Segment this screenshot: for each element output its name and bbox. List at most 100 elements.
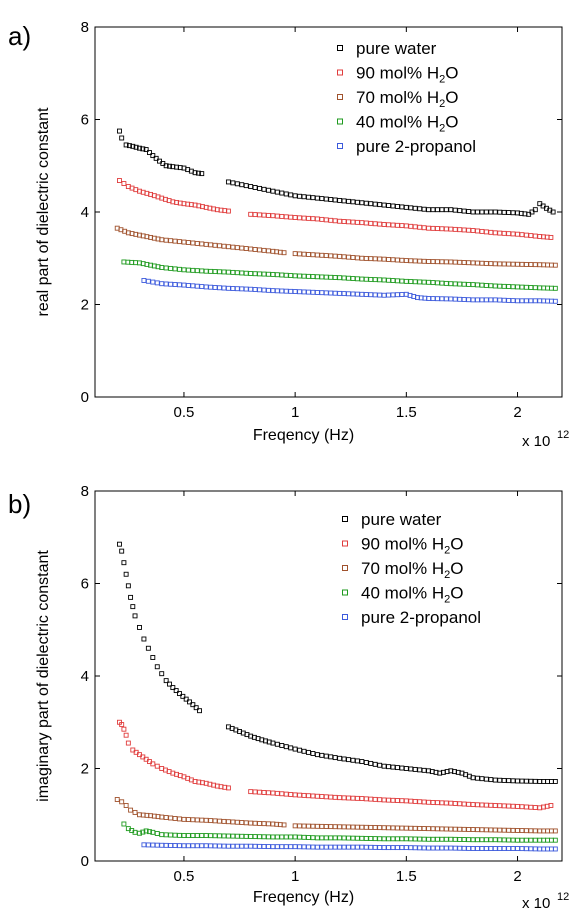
data-point bbox=[248, 271, 254, 276]
data-point bbox=[528, 804, 534, 810]
data-point bbox=[417, 836, 423, 842]
data-point bbox=[257, 287, 263, 293]
data-point bbox=[212, 285, 218, 290]
data-point bbox=[412, 766, 418, 772]
data-point bbox=[337, 290, 343, 296]
data-point bbox=[412, 845, 418, 851]
data-point bbox=[123, 803, 129, 808]
data-point bbox=[328, 844, 334, 850]
data-point bbox=[125, 583, 131, 589]
data-point bbox=[501, 297, 507, 303]
data-point bbox=[368, 796, 374, 802]
data-point bbox=[506, 231, 512, 237]
data-point bbox=[506, 297, 512, 303]
data-point bbox=[257, 247, 263, 253]
data-point bbox=[314, 793, 320, 799]
data-point bbox=[354, 276, 360, 282]
data-point bbox=[252, 843, 258, 849]
data-point bbox=[257, 271, 263, 277]
data-point bbox=[137, 624, 142, 630]
data-point bbox=[248, 820, 254, 826]
data-point bbox=[181, 843, 187, 849]
data-point bbox=[194, 240, 200, 246]
data-point bbox=[163, 815, 169, 820]
data-point bbox=[252, 789, 258, 795]
data-point bbox=[185, 817, 191, 823]
data-point bbox=[306, 749, 311, 755]
data-point bbox=[435, 226, 440, 232]
data-point bbox=[180, 693, 186, 699]
data-point bbox=[439, 259, 445, 265]
data-point bbox=[190, 283, 196, 289]
data-point bbox=[377, 292, 383, 298]
data-point bbox=[154, 842, 160, 848]
data-point bbox=[199, 241, 205, 247]
data-point bbox=[541, 262, 547, 268]
data-point bbox=[532, 805, 538, 810]
data-point bbox=[408, 205, 414, 211]
x-axis-label: Freqency (Hz) bbox=[253, 427, 354, 444]
data-point bbox=[225, 843, 231, 849]
data-point bbox=[532, 285, 538, 291]
data-point bbox=[363, 760, 369, 765]
data-point bbox=[129, 259, 135, 265]
data-point bbox=[145, 278, 151, 284]
data-point bbox=[328, 217, 334, 223]
data-point bbox=[350, 835, 356, 841]
data-point bbox=[461, 801, 467, 807]
y-tick-label: 4 bbox=[81, 668, 89, 685]
data-point bbox=[537, 262, 543, 268]
data-point bbox=[386, 845, 391, 851]
data-point bbox=[199, 171, 205, 177]
data-point bbox=[439, 826, 445, 832]
data-point bbox=[528, 233, 534, 239]
data-point bbox=[519, 837, 525, 843]
data-point bbox=[283, 288, 289, 294]
data-point bbox=[510, 298, 516, 304]
data-point bbox=[261, 212, 267, 218]
data-point bbox=[203, 284, 209, 290]
data-point bbox=[257, 843, 263, 849]
data-point bbox=[314, 844, 320, 850]
y-tick-label: 2 bbox=[81, 761, 89, 778]
data-point bbox=[528, 298, 534, 304]
data-point bbox=[363, 824, 369, 830]
data-point bbox=[323, 794, 329, 800]
x-tick-label: 1.5 bbox=[396, 404, 417, 421]
data-point bbox=[199, 843, 205, 849]
data-point bbox=[283, 214, 289, 220]
data-point bbox=[279, 190, 285, 196]
data-point bbox=[288, 273, 294, 278]
data-point bbox=[225, 819, 231, 825]
data-point bbox=[328, 754, 334, 760]
data-point bbox=[386, 825, 391, 831]
legend-marker bbox=[342, 565, 348, 571]
data-point bbox=[283, 744, 289, 750]
data-point bbox=[181, 833, 187, 839]
series-70-mol-h2o bbox=[114, 797, 558, 834]
data-point bbox=[426, 799, 432, 805]
data-point bbox=[466, 297, 472, 303]
data-point bbox=[181, 282, 187, 288]
data-point bbox=[266, 271, 271, 277]
data-point bbox=[346, 291, 351, 297]
data-point bbox=[297, 289, 303, 295]
data-point bbox=[501, 230, 507, 236]
data-point bbox=[119, 548, 125, 554]
data-point bbox=[145, 842, 151, 848]
data-point bbox=[314, 252, 320, 258]
data-point bbox=[501, 261, 507, 267]
data-point bbox=[234, 181, 240, 187]
data-point bbox=[328, 835, 334, 841]
data-point bbox=[301, 289, 307, 295]
data-point bbox=[341, 275, 347, 281]
data-point bbox=[252, 271, 258, 277]
data-point bbox=[435, 800, 440, 806]
data-point bbox=[221, 843, 227, 849]
data-point bbox=[368, 220, 374, 226]
data-point bbox=[501, 283, 507, 289]
data-point bbox=[163, 832, 169, 838]
data-point bbox=[435, 207, 440, 213]
data-point bbox=[381, 825, 387, 831]
data-point bbox=[332, 218, 338, 224]
